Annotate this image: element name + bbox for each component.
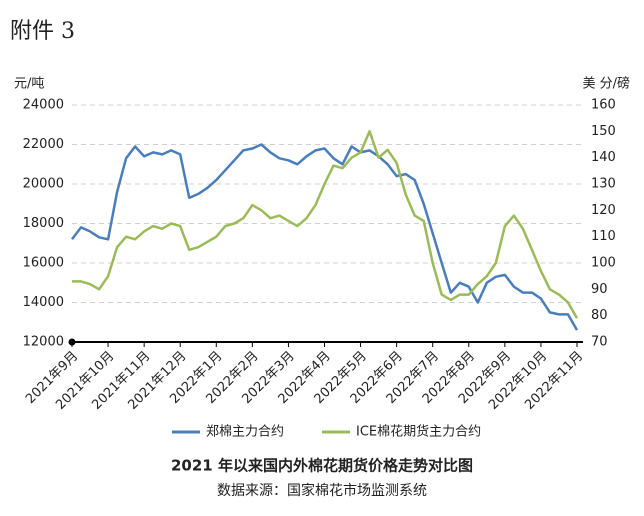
y2-tick-label: 160	[591, 98, 616, 113]
y2-tick-label: 130	[591, 177, 616, 192]
series-line	[72, 130, 579, 319]
y2-tick-label: 110	[591, 229, 616, 244]
y-tick-label: 14000	[23, 295, 64, 310]
y2-tick-label: 90	[591, 282, 608, 297]
y2-axis-label: 美 分/磅	[582, 76, 630, 92]
y-axis-label: 元/吨	[14, 77, 44, 92]
chart-subtitle: 数据来源：国家棉花市场监测系统	[217, 482, 427, 499]
y2-tick-label: 80	[591, 308, 608, 323]
y2-tick-label: 140	[591, 150, 616, 165]
y-tick-label: 12000	[23, 335, 64, 350]
y2-tick-label: 150	[591, 124, 616, 139]
legend-label: 郑棉主力合约	[206, 425, 284, 440]
y2-tick-label: 100	[591, 256, 616, 271]
legend-label: ICE棉花期货主力合约	[356, 424, 481, 440]
y-tick-label: 24000	[23, 98, 64, 113]
y-tick-label: 22000	[23, 137, 64, 152]
chart-title: 2021 年以来国内外棉花期货价格走势对比图	[171, 457, 473, 475]
header: 附件 3	[10, 19, 75, 44]
series-line	[71, 143, 579, 331]
y-tick-label: 16000	[23, 256, 64, 271]
y2-tick-label: 70	[591, 335, 608, 350]
y2-tick-label: 120	[591, 203, 616, 218]
y-tick-label: 18000	[23, 216, 64, 231]
y-tick-label: 20000	[23, 177, 64, 192]
